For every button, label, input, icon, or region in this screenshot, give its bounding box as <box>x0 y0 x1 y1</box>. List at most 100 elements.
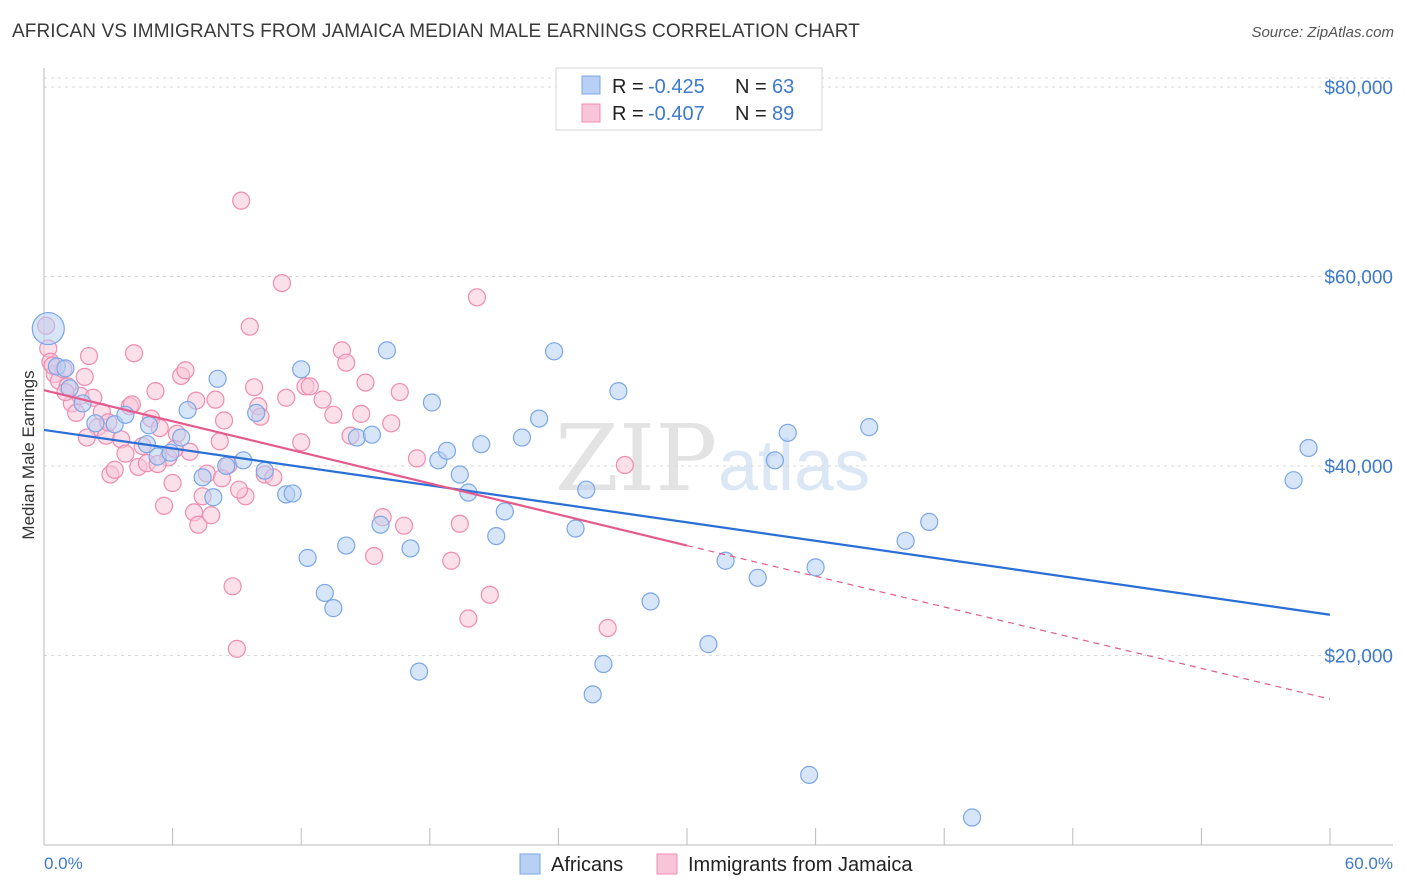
jamaica-point <box>459 609 478 628</box>
africans-point <box>422 393 442 412</box>
trend-lines <box>43 389 1331 700</box>
africans-point <box>56 359 75 378</box>
jamaica-point <box>206 390 225 409</box>
africans-point <box>409 662 429 681</box>
jamaica-point <box>394 516 414 535</box>
source-label: Source: ZipAtlas.com <box>1251 24 1394 41</box>
africans-point <box>495 502 514 521</box>
jamaica-point <box>390 382 409 402</box>
africans-point <box>371 515 390 534</box>
jamaica-point <box>163 473 182 493</box>
africans-point <box>920 512 939 531</box>
jamaica-point <box>124 344 144 363</box>
jamaica-point <box>79 346 99 366</box>
africans-point <box>566 519 585 538</box>
jamaica-point <box>364 546 384 566</box>
africans-point <box>962 808 982 827</box>
jamaica-point <box>272 273 292 293</box>
legend-swatch-jamaica <box>581 103 601 123</box>
jamaica-trend-line <box>43 389 688 547</box>
africans-point <box>896 531 915 550</box>
jamaica-point <box>615 455 634 475</box>
africans-point <box>450 465 469 484</box>
series-legend: Africans Immigrants from Jamaica <box>519 853 913 876</box>
africans-point <box>172 428 191 447</box>
legend-africans-r-label: R = <box>612 76 644 98</box>
africans-trend-line <box>43 428 1331 616</box>
jamaica-point <box>598 618 617 638</box>
jamaica-point <box>229 480 249 499</box>
axes: $20,000 $40,000 $60,000 $80,000 0.0% 60.0% <box>43 68 1393 873</box>
y-tick-label: $40,000 <box>1324 457 1393 478</box>
legend-africans-n-value: 63 <box>772 76 794 98</box>
x-tick-label-end: 60.0% <box>1345 854 1393 873</box>
africans-point <box>512 428 532 447</box>
jamaica-point <box>240 317 259 336</box>
jamaica-point <box>313 390 332 409</box>
africans-point <box>699 635 718 654</box>
africans-point <box>193 468 212 487</box>
gridlines <box>44 77 1393 656</box>
jamaica-point <box>480 585 499 604</box>
africans-point <box>437 441 457 460</box>
jamaica-point <box>382 414 401 433</box>
africans-point <box>401 539 420 558</box>
africans-point <box>716 551 735 570</box>
africans-point <box>315 583 334 603</box>
jamaica-point <box>450 514 469 533</box>
bottom-legend-swatch-africans <box>519 853 541 875</box>
bottom-legend-swatch-jamaica <box>656 853 678 875</box>
africans-point <box>583 685 602 704</box>
africans-point <box>800 765 819 784</box>
africans-point <box>1299 438 1318 458</box>
jamaica-point <box>146 382 165 401</box>
africans-point <box>204 488 223 507</box>
y-tick-label: $20,000 <box>1324 646 1393 667</box>
africans-point <box>86 414 105 433</box>
jamaica-point <box>300 377 319 396</box>
africans-point <box>283 484 302 503</box>
jamaica-point <box>352 404 371 423</box>
africans-point <box>765 451 784 470</box>
africans-point <box>31 311 65 346</box>
jamaica-point <box>116 444 135 463</box>
jamaica-point <box>232 191 251 210</box>
legend-africans-r-value: -0.425 <box>648 76 705 98</box>
africans-point <box>217 456 236 476</box>
africans-point <box>139 416 159 435</box>
series-africans-points <box>31 311 1318 827</box>
y-axis-label: Median Male Earnings <box>19 370 38 539</box>
africans-point <box>530 409 549 428</box>
africans-point <box>778 423 797 442</box>
jamaica-point <box>154 496 174 515</box>
africans-point <box>208 369 227 388</box>
africans-point <box>545 342 564 361</box>
bottom-legend-jamaica: Immigrants from Jamaica <box>688 854 913 876</box>
jamaica-point <box>337 353 356 372</box>
africans-point <box>609 382 628 401</box>
bottom-legend-africans: Africans <box>551 854 623 876</box>
africans-point <box>337 536 356 555</box>
africans-point <box>748 568 767 587</box>
jamaica-point <box>407 449 427 468</box>
legend-jamaica-r-value: -0.407 <box>648 103 705 125</box>
africans-point <box>1284 471 1303 490</box>
africans-point <box>487 526 506 546</box>
legend-jamaica-n-value: 89 <box>772 103 794 125</box>
africans-point <box>377 341 397 360</box>
jamaica-point <box>292 433 311 452</box>
jamaica-point <box>223 577 242 596</box>
jamaica-point <box>202 506 221 525</box>
correlation-legend: R = -0.425 N = 63 R = -0.407 N = 89 <box>555 67 823 131</box>
y-tick-label: $80,000 <box>1324 78 1393 99</box>
africans-point <box>577 480 596 499</box>
jamaica-point <box>75 367 94 387</box>
x-tick-label-start: 0.0% <box>44 854 83 873</box>
jamaica-point <box>176 361 195 380</box>
legend-jamaica-n-label: N = <box>735 103 767 125</box>
africans-point <box>472 435 491 454</box>
africans-point <box>806 558 825 577</box>
jamaica-point <box>324 405 343 424</box>
chart-title: AFRICAN VS IMMIGRANTS FROM JAMAICA MEDIA… <box>12 21 860 42</box>
